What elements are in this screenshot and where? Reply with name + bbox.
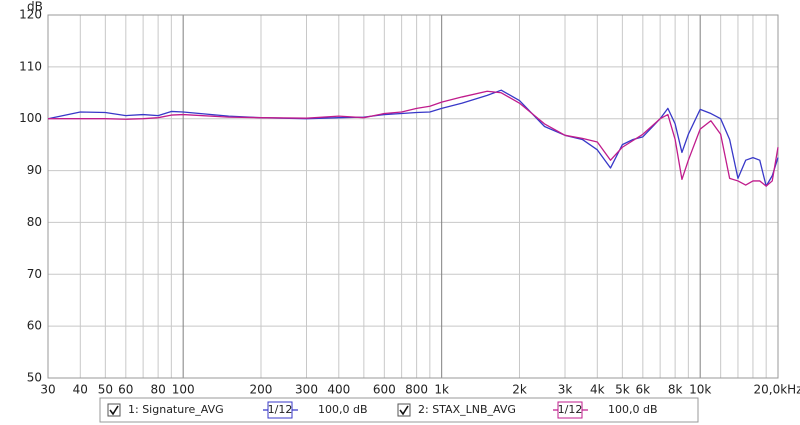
legend-level: 100,0 dB xyxy=(318,403,368,416)
y-tick-label: 60 xyxy=(27,319,42,333)
legend-smoothing-box[interactable] xyxy=(267,401,293,419)
legend-name: 2: STAX_LNB_AVG xyxy=(418,403,516,416)
x-tick-label: 100 xyxy=(172,383,195,397)
x-tick-label: 20,0kHz xyxy=(754,383,800,397)
series-line xyxy=(47,89,779,187)
legend-smoothing-box[interactable] xyxy=(557,401,583,419)
plot-area xyxy=(48,15,778,378)
legend-level: 100,0 dB xyxy=(608,403,658,416)
x-tick-label: 3k xyxy=(558,383,573,397)
x-tick-label: 60 xyxy=(118,383,133,397)
x-tick-label: 40 xyxy=(73,383,88,397)
x-tick-label: 6k xyxy=(636,383,651,397)
x-tick-label: 800 xyxy=(405,383,428,397)
legend-smoothing: 1/12 xyxy=(558,403,583,416)
series-line xyxy=(48,90,779,187)
legend-checkbox[interactable] xyxy=(397,403,411,417)
x-tick-label: 1k xyxy=(434,383,449,397)
y-tick-label: 70 xyxy=(27,267,42,281)
x-tick-label: 80 xyxy=(150,383,165,397)
legend-check xyxy=(399,405,409,416)
y-tick-label: 110 xyxy=(19,59,42,73)
x-tick-label: 30 xyxy=(40,383,55,397)
x-tick-label: 8k xyxy=(668,383,683,397)
legend-name: 1: Signature_AVG xyxy=(128,403,224,416)
x-tick-label: 10k xyxy=(689,383,711,397)
x-tick-label: 4k xyxy=(590,383,605,397)
x-tick-label: 5k xyxy=(615,383,630,397)
y-tick-label: 90 xyxy=(27,163,42,177)
y-tick-label: 50 xyxy=(27,371,42,385)
y-tick-label: 80 xyxy=(27,215,42,229)
legend-check xyxy=(109,405,119,416)
y-tick-label: 100 xyxy=(19,111,42,125)
x-tick-label: 200 xyxy=(250,383,273,397)
x-tick-label: 400 xyxy=(327,383,350,397)
x-tick-label: 600 xyxy=(373,383,396,397)
legend-smoothing: 1/12 xyxy=(268,403,293,416)
x-tick-label: 2k xyxy=(512,383,527,397)
y-tick-label: 120 xyxy=(19,8,42,22)
y-axis-label: dB xyxy=(27,0,43,14)
plot-border xyxy=(47,14,779,379)
x-tick-label: 50 xyxy=(98,383,113,397)
x-tick-label: 300 xyxy=(295,383,318,397)
legend-checkbox[interactable] xyxy=(107,403,121,417)
